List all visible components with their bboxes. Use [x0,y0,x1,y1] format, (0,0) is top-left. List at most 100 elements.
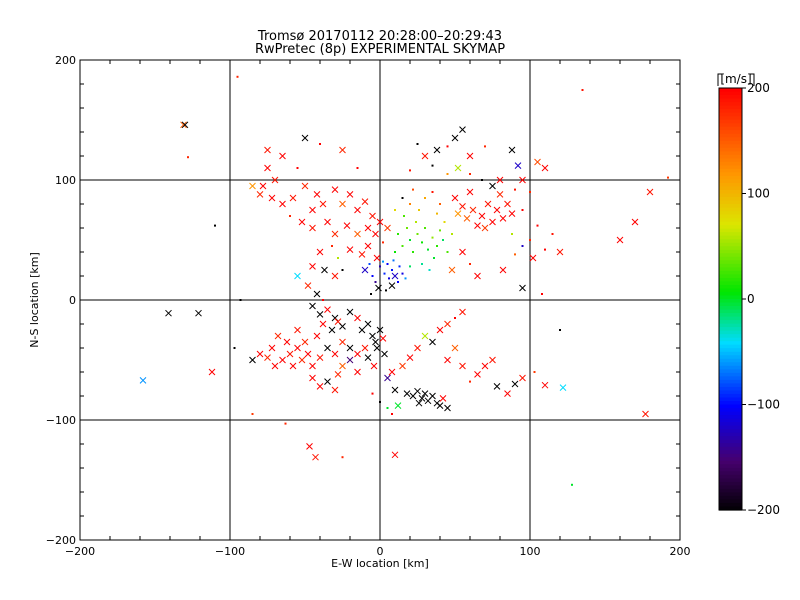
y-tick-label: 200 [55,54,76,67]
data-point [631,218,639,226]
colorbar-segment [719,172,742,177]
data-point [559,384,567,391]
colorbar-unit-label: [m/s] [720,72,751,86]
data-point [481,362,489,370]
data-point [370,293,372,295]
data-point [316,383,324,390]
colorbar-segment [719,204,742,209]
colorbar-segment [719,379,742,384]
data-point [354,206,361,214]
data-point [391,451,399,459]
data-point [454,317,456,319]
data-point [259,182,267,190]
data-point [481,179,483,181]
colorbar-tick-label: −100 [747,398,780,412]
data-point [268,194,276,202]
axis-ticks: −200 −100 0 100 200 −200 −100 0 100 200 [46,54,691,558]
colorbar-segment [719,165,742,170]
data-point [474,371,481,378]
data-point [544,248,546,251]
data-point [508,210,516,217]
colorbar-segment [719,481,742,486]
data-point [256,350,264,358]
colorbar-segment [719,393,742,399]
colorbar-segment [719,119,742,124]
data-point [436,402,444,409]
data-point [283,338,291,346]
colorbar-segment [719,207,742,212]
data-point [279,356,286,364]
colorbar-segment [719,91,742,96]
data-point [187,156,189,159]
data-point [279,200,286,208]
colorbar-segment [719,302,742,307]
data-point [313,191,321,198]
colorbar-segment [719,228,742,233]
data-point [381,350,388,358]
data-point [309,362,316,370]
data-point [551,233,554,235]
data-point [474,272,481,280]
data-point [439,229,441,232]
colorbar-bracket-left [717,73,722,86]
colorbar-segment [719,126,742,131]
data-point [256,191,264,198]
data-point [433,146,441,154]
data-point [421,263,423,265]
data-point [264,146,271,154]
data-point [373,344,381,352]
data-point [444,356,451,364]
colorbar-segment [719,362,742,367]
data-point [289,215,291,217]
data-point [331,230,339,238]
data-point [264,354,271,361]
colorbar-segment [719,232,742,237]
data-point [403,390,411,397]
y-tick-label: 0 [69,294,76,307]
data-point [541,164,549,172]
colorbar-segment [719,460,742,465]
data-point [139,377,147,384]
data-point [429,338,436,346]
data-point [384,374,391,382]
colorbar-segment [719,158,742,163]
data-point [394,209,396,211]
colorbar-segment [719,478,742,483]
data-point [294,344,301,352]
colorbar-segment [719,235,742,240]
data-point [233,347,236,349]
colorbar-bracket-right [750,73,755,86]
data-point [361,266,369,274]
data-point [294,326,301,334]
data-point [511,233,513,235]
data-point [406,227,408,229]
data-point [304,350,312,358]
colorbar-segment [719,323,742,328]
data-point [301,134,309,142]
data-point [279,152,286,160]
colorbar-segment [719,432,742,437]
data-point [343,222,351,229]
data-point [412,251,414,253]
colorbar-segment [719,95,742,100]
data-point [418,209,420,211]
data-point [431,236,434,239]
data-point [398,265,401,268]
data-point [519,284,526,292]
colorbar-segment [719,112,742,117]
x-tick-label: 100 [520,545,541,558]
colorbar-segment [719,186,742,191]
data-point [195,309,202,317]
data-point [416,233,419,235]
colorbar-tick-label: 100 [747,187,770,201]
data-point [369,332,376,340]
colorbar-segment [719,474,742,479]
x-tick-label: −100 [215,545,245,558]
colorbar-segment [719,400,742,406]
data-point [469,263,471,265]
data-point [298,218,306,226]
data-point [239,299,242,301]
data-point [444,404,451,412]
colorbar-segment [719,288,742,293]
data-point [370,362,378,370]
